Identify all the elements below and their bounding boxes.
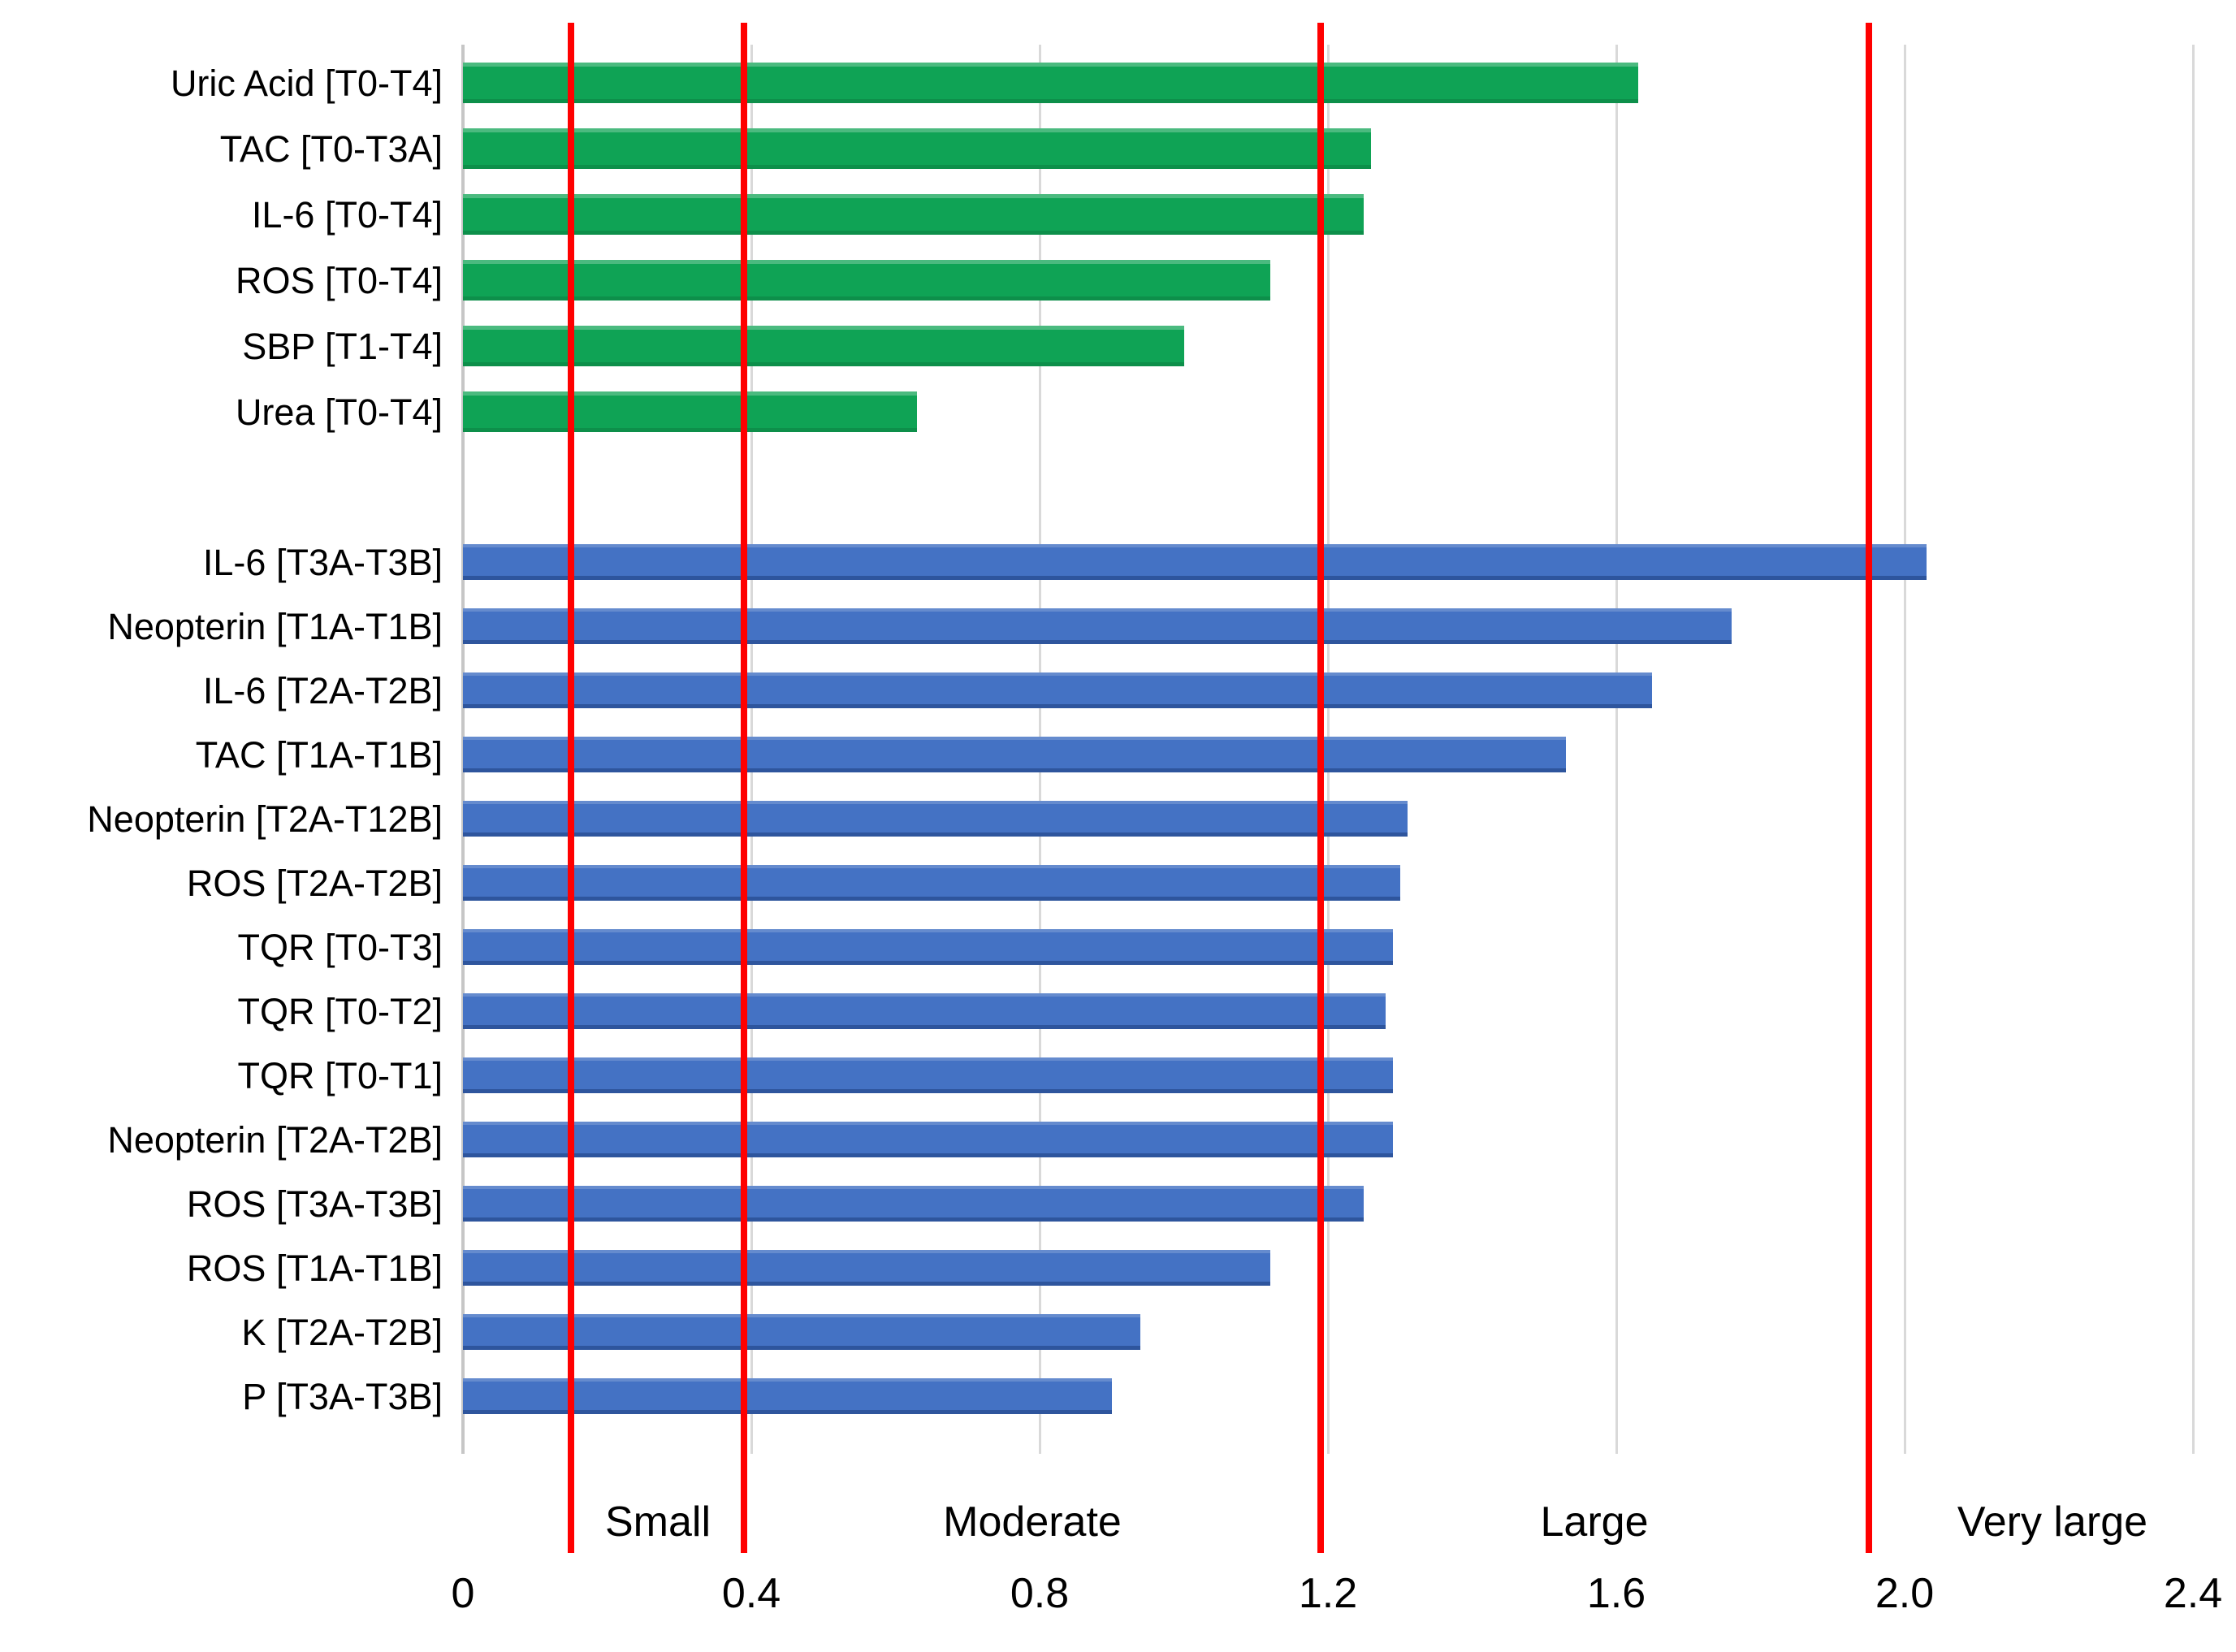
zone-label-3: Very large <box>1957 1498 2148 1546</box>
x-tick-label-0.8: 0.8 <box>1010 1570 1070 1617</box>
bar-green-series-0 <box>463 63 1638 103</box>
category-label: Neopterin [T1A-T1B] <box>107 606 443 647</box>
category-label: ROS [T2A-T2B] <box>186 863 443 904</box>
category-label: IL-6 [T2A-T2B] <box>202 670 443 711</box>
bar-blue-series-5 <box>463 865 1400 901</box>
bar-green-series-2 <box>463 194 1364 235</box>
bar-blue-series-13 <box>463 1378 1112 1414</box>
bar-blue-series-6 <box>463 929 1393 965</box>
gridline-1.6 <box>1615 45 1618 1454</box>
category-label: ROS [T0-T4] <box>235 260 443 301</box>
bar-blue-series-7 <box>463 993 1386 1029</box>
bar-blue-series-0 <box>463 544 1927 580</box>
bar-green-series-3 <box>463 260 1270 301</box>
bar-blue-series-4 <box>463 801 1408 837</box>
category-label: TAC [T1A-T1B] <box>195 734 443 776</box>
x-tick-label-0: 0 <box>451 1570 475 1617</box>
threshold-line-3 <box>1866 23 1872 1553</box>
x-tick-label-1.2: 1.2 <box>1298 1570 1358 1617</box>
category-label: SBP [T1-T4] <box>242 326 443 367</box>
category-label: ROS [T3A-T3B] <box>186 1183 443 1225</box>
bar-blue-series-8 <box>463 1057 1393 1093</box>
x-tick-label-1.6: 1.6 <box>1586 1570 1646 1617</box>
threshold-line-0 <box>568 23 574 1553</box>
category-label: IL-6 [T0-T4] <box>251 194 443 236</box>
bar-blue-series-1 <box>463 608 1732 644</box>
category-label: TQR [T0-T3] <box>237 927 443 968</box>
x-tick-label-2.4: 2.4 <box>2163 1570 2223 1617</box>
category-label: ROS [T1A-T1B] <box>186 1248 443 1289</box>
gridline-2.4 <box>2192 45 2195 1454</box>
bar-blue-series-10 <box>463 1186 1364 1222</box>
category-label: P [T3A-T3B] <box>242 1376 443 1417</box>
threshold-line-1 <box>741 23 747 1553</box>
bar-blue-series-2 <box>463 672 1652 708</box>
x-tick-label-2.0: 2.0 <box>1875 1570 1935 1617</box>
zone-label-1: Moderate <box>943 1498 1122 1546</box>
category-label: TAC [T0-T3A] <box>219 128 443 170</box>
bar-blue-series-3 <box>463 737 1566 772</box>
bar-blue-series-12 <box>463 1314 1140 1350</box>
category-label: Neopterin [T2A-T2B] <box>107 1119 443 1161</box>
category-label: K [T2A-T2B] <box>241 1312 443 1353</box>
zone-label-0: Small <box>604 1498 711 1546</box>
category-label: Uric Acid [T0-T4] <box>170 63 443 104</box>
bar-blue-series-11 <box>463 1250 1270 1286</box>
bar-green-series-5 <box>463 391 917 432</box>
category-label: Neopterin [T2A-T12B] <box>87 798 443 840</box>
bar-blue-series-9 <box>463 1122 1393 1157</box>
bar-green-series-1 <box>463 128 1371 169</box>
category-label: Urea [T0-T4] <box>235 391 443 433</box>
bar-green-series-4 <box>463 326 1184 366</box>
threshold-line-2 <box>1317 23 1324 1553</box>
x-tick-label-0.4: 0.4 <box>721 1570 781 1617</box>
category-label: IL-6 [T3A-T3B] <box>202 542 443 583</box>
category-label: TQR [T0-T1] <box>237 1055 443 1096</box>
zone-label-2: Large <box>1540 1498 1649 1546</box>
gridline-2.0 <box>1904 45 1906 1454</box>
category-label: TQR [T0-T2] <box>237 991 443 1032</box>
